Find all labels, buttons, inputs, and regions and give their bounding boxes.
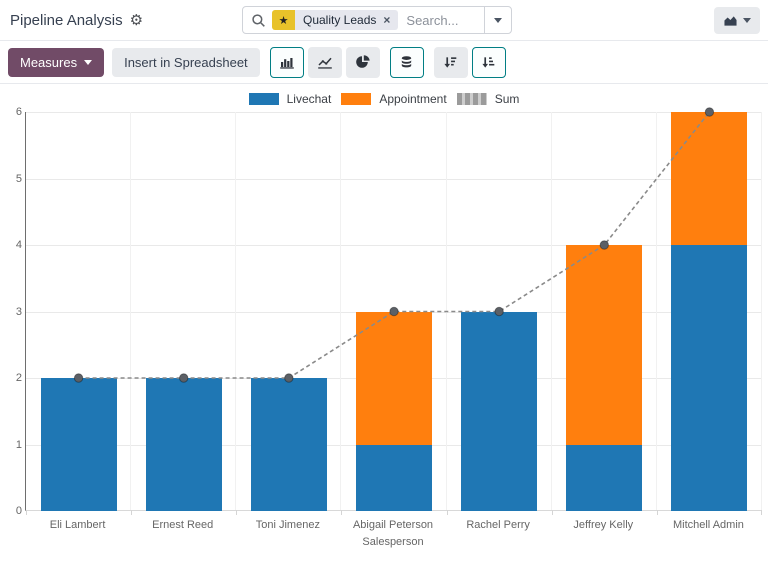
control-panel: Measures Insert in Spreadsheet [0, 41, 768, 84]
view-switcher-button[interactable] [714, 7, 760, 34]
sort-descending-button[interactable] [434, 47, 468, 78]
sum-marker[interactable] [705, 108, 713, 116]
insert-label: Insert in Spreadsheet [124, 55, 248, 70]
facet-remove-icon[interactable]: × [383, 13, 390, 27]
sum-line [26, 112, 762, 511]
x-axis-label: Mitchell Admin [673, 519, 744, 531]
graph-view: Livechat Appointment Sum 0 1 2 3 4 5 6 Eli Lamber… [0, 84, 768, 563]
legend-swatch [457, 93, 487, 105]
legend-swatch [341, 93, 371, 105]
favorite-star-icon: ★ [272, 10, 295, 30]
stacked-toggle-button[interactable] [390, 47, 424, 78]
area-chart-icon [723, 14, 738, 27]
x-axis-label: Eli Lambert [50, 519, 106, 531]
top-bar: Pipeline Analysis ⚙ ★ Quality Leads × Se… [0, 0, 768, 41]
pie-chart-button[interactable] [346, 47, 380, 78]
chevron-down-icon [84, 60, 92, 65]
sort-ascending-icon [481, 55, 496, 70]
legend-label: Appointment [379, 92, 446, 106]
search-bar[interactable]: ★ Quality Leads × Search... [242, 6, 512, 34]
search-input[interactable]: Search... [406, 13, 458, 28]
search-icon [251, 13, 266, 28]
x-axis-label: Jeffrey Kelly [573, 519, 633, 531]
line-chart-icon [317, 54, 333, 70]
sum-marker[interactable] [74, 374, 82, 382]
legend-item-appointment[interactable]: Appointment [341, 92, 446, 106]
x-axis-label: Ernest Reed [152, 519, 213, 531]
legend-item-sum[interactable]: Sum [457, 92, 520, 106]
y-axis-label: 1 [2, 439, 22, 451]
breadcrumb: Pipeline Analysis ⚙ [10, 12, 143, 29]
page-title: Pipeline Analysis [10, 12, 123, 29]
legend-label: Livechat [287, 92, 332, 106]
sum-marker[interactable] [285, 374, 293, 382]
y-axis-label: 5 [2, 173, 22, 185]
bar-chart-icon [279, 54, 295, 70]
y-axis-label: 3 [2, 306, 22, 318]
gear-icon[interactable]: ⚙ [130, 13, 143, 28]
measures-label: Measures [20, 55, 77, 70]
chevron-down-icon [494, 18, 502, 23]
x-axis-label: Abigail Peterson [353, 519, 433, 531]
bar-chart-button[interactable] [270, 47, 304, 78]
legend-label: Sum [495, 92, 520, 106]
legend-item-livechat[interactable]: Livechat [249, 92, 332, 106]
y-axis-label: 4 [2, 239, 22, 251]
search-options-toggle[interactable] [484, 7, 511, 33]
pie-chart-icon [355, 54, 371, 70]
measures-button[interactable]: Measures [8, 48, 104, 77]
y-axis-label: 2 [2, 372, 22, 384]
plot-area [25, 112, 761, 511]
search-facet[interactable]: ★ Quality Leads × [272, 10, 398, 30]
chevron-down-icon [743, 18, 751, 23]
chart-legend: Livechat Appointment Sum [0, 92, 768, 106]
y-axis-label: 6 [2, 106, 22, 118]
chart-type-group [270, 47, 380, 78]
x-axis-label: Rachel Perry [466, 519, 530, 531]
insert-in-spreadsheet-button[interactable]: Insert in Spreadsheet [112, 48, 260, 77]
line-chart-button[interactable] [308, 47, 342, 78]
facet-label: Quality Leads [303, 13, 376, 27]
stacked-group [390, 47, 424, 78]
sum-marker[interactable] [600, 241, 608, 249]
sum-marker[interactable] [390, 307, 398, 315]
sum-marker[interactable] [180, 374, 188, 382]
x-axis-label: Toni Jimenez [256, 519, 320, 531]
y-axis-label: 0 [2, 505, 22, 517]
sum-marker[interactable] [495, 307, 503, 315]
legend-swatch [249, 93, 279, 105]
x-axis-title: Salesperson [25, 536, 761, 548]
sort-ascending-button[interactable] [472, 47, 506, 78]
stacked-icon [399, 55, 414, 70]
sort-descending-icon [443, 55, 458, 70]
sort-group [434, 47, 506, 78]
pipeline-analysis-page: Pipeline Analysis ⚙ ★ Quality Leads × Se… [0, 0, 768, 564]
